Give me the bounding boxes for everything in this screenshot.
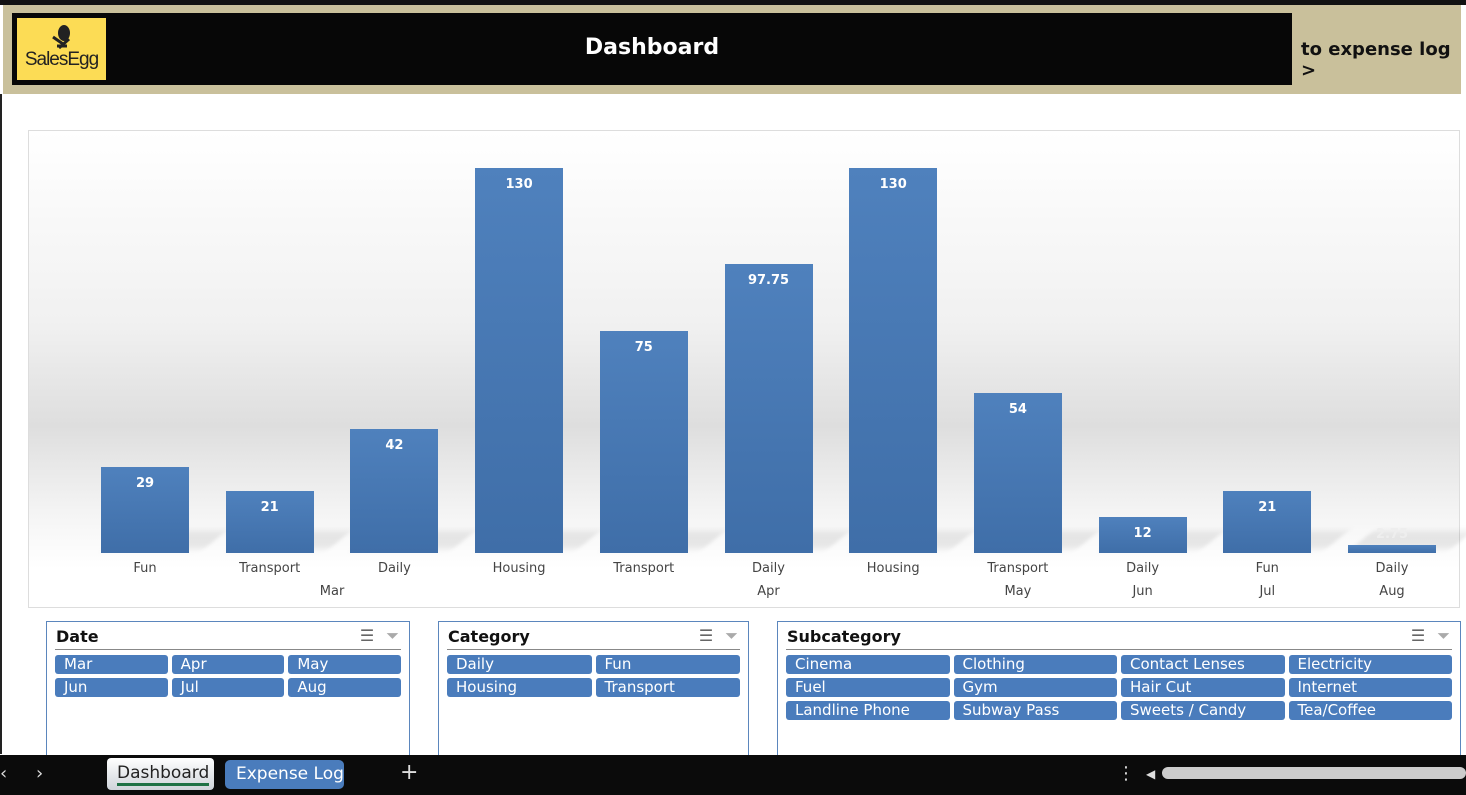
slicer-item[interactable]: Hair Cut <box>1121 678 1285 697</box>
chart-bar[interactable]: 29 <box>101 467 189 553</box>
month-group-label: Jul <box>1259 584 1276 599</box>
category-label: Transport <box>239 561 301 576</box>
egg-icon <box>52 25 71 50</box>
data-label: 97.75 <box>747 272 790 288</box>
chart-bar[interactable]: 75 <box>599 330 688 553</box>
horizontal-scrollbar[interactable] <box>1162 767 1466 779</box>
chart-bar[interactable]: 2.75 <box>1348 527 1436 553</box>
page-title: Dashboard <box>584 35 720 60</box>
slicer-item[interactable]: Internet <box>1288 678 1452 697</box>
expense-bar-chart[interactable]: 29 Fun 21 Transport 42 Daily 130 Housing 75 Trans… <box>28 130 1466 608</box>
slicer-item[interactable]: Landline Phone <box>786 701 950 720</box>
slicer-item[interactable]: Transport <box>595 678 740 697</box>
category-label: Daily <box>752 561 785 576</box>
more-options-icon[interactable]: ⋮ <box>1117 763 1135 784</box>
slicer-item[interactable]: Clothing <box>953 655 1117 674</box>
month-group-label: Aug <box>1379 584 1405 599</box>
data-label: 42 <box>385 437 404 453</box>
slicer-item[interactable]: Electricity <box>1288 655 1452 674</box>
data-label: 29 <box>135 476 155 492</box>
category-label: Daily <box>1126 561 1160 576</box>
tab-expense-log[interactable]: Expense Log <box>225 760 344 789</box>
category-label: Fun <box>133 561 157 576</box>
tab-dashboard-label: Dashboard <box>117 763 210 786</box>
sheet-column-strip <box>0 0 1466 5</box>
month-group-label: Jun <box>1132 584 1153 599</box>
slicer-item[interactable]: Apr <box>171 655 285 674</box>
month-group-label: Apr <box>757 584 780 599</box>
salesegg-logo: SalesEgg <box>17 18 106 80</box>
data-label: 12 <box>1133 526 1152 542</box>
slicer-divider <box>55 649 401 650</box>
data-label: 2.75 <box>1375 526 1409 542</box>
chart-bar[interactable]: 97.75 <box>724 263 813 553</box>
chart-bar[interactable]: 130 <box>849 168 938 553</box>
slicer-item[interactable]: Cinema <box>786 655 950 674</box>
multi-select-icon[interactable]: ☰ <box>698 626 714 645</box>
slicer-item[interactable]: Mar <box>55 655 168 674</box>
scroll-left-icon[interactable]: ◀ <box>1146 767 1156 781</box>
data-label: 21 <box>1258 499 1277 515</box>
multi-select-icon[interactable]: ☰ <box>359 626 375 645</box>
dashboard-header: SalesEgg Dashboard to expense log > <box>3 5 1461 94</box>
slicer-item[interactable]: Subway Pass <box>953 701 1117 720</box>
category-label: Transport <box>613 561 675 576</box>
category-label: Daily <box>1375 561 1409 576</box>
sheet-border <box>0 94 2 754</box>
chart-bar[interactable]: 42 <box>350 428 439 553</box>
slicer-item[interactable]: Contact Lenses <box>1121 655 1285 674</box>
clear-filter-icon[interactable]: ⏷ <box>386 626 399 645</box>
date-slicer: Date ☰ ⏷ Mar Apr May Jun Jul Aug <box>46 621 410 761</box>
slicer-title: Category <box>448 627 530 646</box>
slicer-item[interactable]: Gym <box>953 678 1117 697</box>
slicer-divider <box>786 649 1452 650</box>
chart-bar[interactable]: 12 <box>1098 517 1187 553</box>
slicer-item[interactable]: Daily <box>447 655 592 674</box>
slicer-item[interactable]: Aug <box>288 678 401 697</box>
category-label: Daily <box>377 561 411 576</box>
data-label: 130 <box>505 177 533 192</box>
next-sheet-icon[interactable]: › <box>36 763 44 784</box>
category-label: Fun <box>1255 561 1279 576</box>
slicer-item[interactable]: Tea/Coffee <box>1288 701 1452 720</box>
category-slicer: Category ☰ ⏷ Daily Fun Housing Transport <box>438 621 749 761</box>
chart-bar[interactable]: 21 <box>1223 490 1312 553</box>
slicer-title: Date <box>56 627 99 646</box>
slicer-item[interactable]: Sweets / Candy <box>1121 701 1285 720</box>
to-expense-log-link[interactable]: to expense log > <box>1301 39 1451 81</box>
tab-dashboard[interactable]: Dashboard <box>107 758 214 790</box>
title-bar: SalesEgg Dashboard <box>12 13 1292 85</box>
slicer-divider <box>447 649 740 650</box>
clear-filter-icon[interactable]: ⏷ <box>725 626 738 645</box>
multi-select-icon[interactable]: ☰ <box>1410 626 1426 645</box>
month-group-label: Mar <box>319 584 345 599</box>
category-label: Housing <box>866 561 920 576</box>
chart-bar[interactable]: 54 <box>973 393 1062 553</box>
add-sheet-button[interactable]: + <box>400 760 419 785</box>
month-group-label: May <box>1004 584 1032 599</box>
category-label: Transport <box>987 561 1049 576</box>
slicer-item[interactable]: Housing <box>447 678 592 697</box>
sheet-tab-bar: ‹ › Dashboard Expense Log + ⋮ ◀ <box>0 755 1466 795</box>
slicer-item[interactable]: Jun <box>55 678 168 697</box>
data-label: 75 <box>634 339 653 355</box>
slicer-item[interactable]: Fuel <box>786 678 950 697</box>
category-label: Housing <box>492 561 546 576</box>
prev-sheet-icon[interactable]: ‹ <box>0 763 8 784</box>
data-label: 21 <box>260 499 279 515</box>
data-label: 54 <box>1008 402 1027 418</box>
slicer-title: Subcategory <box>787 627 901 646</box>
subcategory-slicer: Subcategory ☰ ⏷ Cinema Clothing Contact Len… <box>777 621 1461 761</box>
logo-text: SalesEgg <box>24 49 99 70</box>
chart-bar[interactable]: 130 <box>475 168 564 553</box>
slicer-item[interactable]: Jul <box>171 678 285 697</box>
slicer-item[interactable]: Fun <box>595 655 740 674</box>
chart-bar[interactable]: 21 <box>225 490 314 553</box>
data-label: 130 <box>879 177 907 192</box>
slicer-item[interactable]: May <box>288 655 401 674</box>
clear-filter-icon[interactable]: ⏷ <box>1437 626 1450 645</box>
